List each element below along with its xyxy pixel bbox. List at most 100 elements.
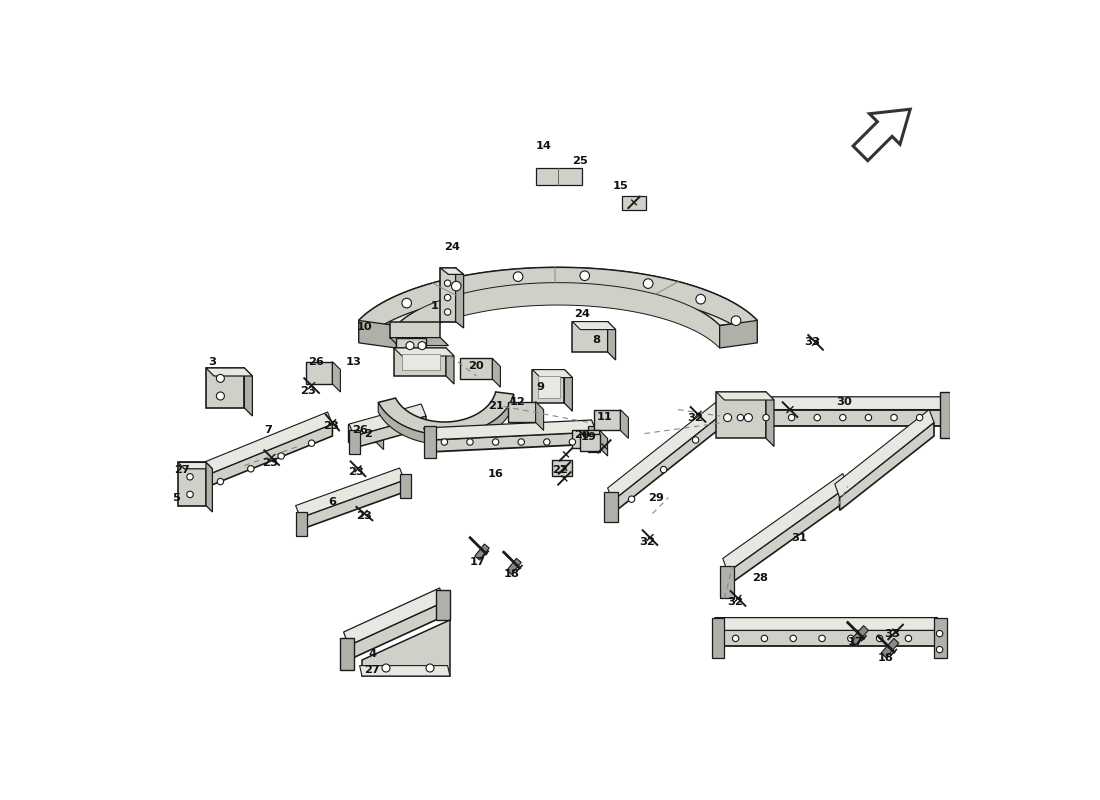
Text: 26: 26: [308, 357, 324, 366]
Text: 11: 11: [596, 412, 613, 422]
Polygon shape: [719, 630, 942, 646]
Circle shape: [451, 282, 461, 291]
Circle shape: [426, 664, 434, 672]
Text: 23: 23: [356, 511, 372, 521]
Circle shape: [248, 466, 254, 472]
Circle shape: [660, 466, 667, 473]
Polygon shape: [349, 430, 361, 454]
Text: 28: 28: [751, 573, 768, 582]
Text: 3: 3: [208, 357, 217, 366]
Text: 24: 24: [444, 242, 460, 252]
Text: 24: 24: [574, 309, 590, 318]
Polygon shape: [178, 462, 206, 506]
Polygon shape: [359, 267, 757, 326]
Polygon shape: [850, 626, 868, 645]
Polygon shape: [424, 426, 437, 458]
Polygon shape: [532, 370, 564, 403]
Circle shape: [745, 414, 752, 422]
Text: 17: 17: [470, 557, 486, 566]
Polygon shape: [715, 618, 942, 630]
Polygon shape: [508, 402, 536, 422]
Polygon shape: [607, 397, 727, 501]
Text: 14: 14: [536, 141, 551, 150]
Polygon shape: [719, 566, 734, 598]
Text: 18: 18: [878, 653, 894, 662]
Text: 26: 26: [352, 426, 367, 435]
Polygon shape: [588, 426, 600, 452]
Polygon shape: [343, 588, 444, 646]
Polygon shape: [206, 368, 252, 376]
Polygon shape: [394, 348, 454, 356]
Polygon shape: [854, 110, 910, 161]
Circle shape: [644, 278, 653, 288]
Polygon shape: [394, 348, 446, 376]
Text: 17: 17: [848, 637, 864, 646]
Polygon shape: [839, 422, 934, 510]
Circle shape: [444, 294, 451, 301]
Text: 8: 8: [593, 335, 601, 345]
Polygon shape: [300, 480, 405, 530]
Polygon shape: [428, 432, 596, 452]
Text: 4: 4: [368, 650, 376, 659]
Circle shape: [382, 664, 390, 672]
Circle shape: [789, 414, 795, 421]
Polygon shape: [716, 392, 774, 400]
Circle shape: [441, 438, 448, 445]
Circle shape: [905, 635, 912, 642]
Polygon shape: [600, 430, 607, 456]
Circle shape: [569, 438, 575, 445]
Polygon shape: [440, 268, 455, 322]
Circle shape: [732, 316, 740, 326]
Circle shape: [839, 414, 846, 421]
Circle shape: [866, 414, 871, 421]
Polygon shape: [378, 394, 514, 445]
Polygon shape: [349, 424, 375, 442]
Polygon shape: [390, 322, 440, 338]
Polygon shape: [390, 338, 449, 346]
Circle shape: [891, 414, 898, 421]
Text: 32: 32: [639, 538, 654, 547]
Polygon shape: [332, 362, 340, 392]
Text: 5: 5: [172, 493, 179, 502]
Text: 23: 23: [262, 458, 278, 468]
Polygon shape: [723, 474, 848, 572]
Text: 10: 10: [356, 322, 372, 332]
Text: 30: 30: [836, 397, 852, 406]
Circle shape: [628, 496, 635, 502]
Circle shape: [848, 635, 854, 642]
Circle shape: [217, 478, 223, 485]
Polygon shape: [594, 410, 620, 430]
Polygon shape: [532, 370, 572, 378]
Text: 33: 33: [804, 338, 821, 347]
Polygon shape: [620, 410, 628, 438]
Circle shape: [543, 438, 550, 445]
Polygon shape: [835, 410, 934, 498]
Polygon shape: [206, 368, 244, 408]
Polygon shape: [572, 430, 600, 448]
Polygon shape: [766, 392, 774, 446]
Text: 32: 32: [728, 597, 744, 606]
Polygon shape: [712, 618, 725, 658]
Polygon shape: [455, 268, 463, 328]
Circle shape: [877, 635, 883, 642]
Polygon shape: [440, 268, 463, 274]
Text: 27: 27: [174, 466, 190, 475]
Text: 1: 1: [431, 301, 439, 310]
Circle shape: [936, 646, 943, 653]
Text: 31: 31: [792, 533, 807, 542]
Polygon shape: [340, 638, 354, 670]
Text: 21: 21: [487, 402, 504, 411]
Text: 32: 32: [688, 413, 704, 422]
Polygon shape: [424, 420, 596, 440]
Circle shape: [737, 414, 744, 421]
Text: 6: 6: [329, 498, 337, 507]
Text: 19: 19: [581, 432, 596, 442]
Polygon shape: [725, 410, 948, 426]
Circle shape: [696, 294, 705, 304]
Circle shape: [733, 635, 739, 642]
Circle shape: [217, 392, 224, 400]
Text: 29: 29: [648, 493, 663, 502]
Polygon shape: [402, 354, 440, 370]
Text: 20: 20: [469, 362, 484, 371]
Text: 18: 18: [504, 570, 519, 579]
